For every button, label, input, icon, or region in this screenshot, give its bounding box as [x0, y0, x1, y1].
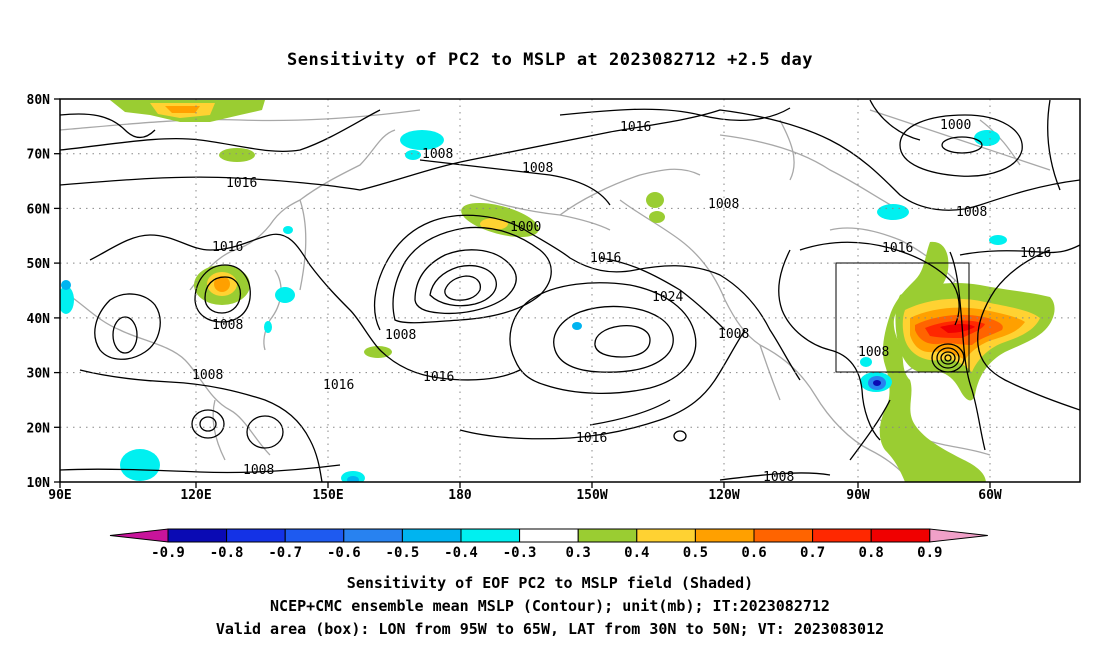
axis-ticks	[54, 98, 991, 488]
contour-label: 1016	[226, 176, 257, 191]
contour-label: 1008	[708, 197, 739, 212]
lat-label: 10N	[27, 476, 51, 491]
colorbar-label: 0.6	[741, 545, 766, 561]
contour-label: 1016	[212, 240, 243, 255]
contour-label: 1000	[510, 220, 541, 235]
map-frame	[59, 98, 1081, 483]
colorbar-label: 0.3	[566, 545, 591, 561]
lon-label: 180	[448, 488, 472, 503]
colorbar-swatch	[812, 528, 872, 543]
colorbar-label: -0.6	[327, 545, 361, 561]
chart-title: Sensitivity of PC2 to MSLP at 2023082712…	[286, 50, 813, 70]
lat-label: 70N	[27, 148, 51, 163]
longitude-labels: 90E 120E 150E 180 150W 120W 90W 60W	[48, 488, 1002, 503]
lat-label: 60N	[27, 202, 51, 217]
colorbar-label: 0.5	[683, 545, 708, 561]
contour-label: 1008	[858, 345, 889, 360]
colorbar-swatch	[753, 528, 814, 543]
colorbar-swatch	[226, 528, 286, 543]
colorbar-label: 0.7	[800, 545, 825, 561]
mslp-contours	[60, 99, 1080, 482]
contour-label: 1008	[212, 318, 243, 333]
colorbar-label: -0.3	[503, 545, 537, 561]
lat-label: 50N	[27, 257, 51, 272]
contour-label: 1016	[882, 241, 913, 256]
lat-label: 80N	[27, 93, 51, 108]
latitude-labels: 80N 70N 60N 50N 40N 30N 20N 10N	[27, 93, 51, 491]
contour-label: 1024	[652, 290, 683, 305]
contour-label: 1008	[192, 368, 223, 383]
lat-label: 30N	[27, 367, 51, 382]
colorbar-label: -0.8	[210, 545, 244, 561]
contour-label: 1008	[718, 327, 749, 342]
lon-label: 150E	[312, 488, 343, 503]
colorbar-label: 0.4	[624, 545, 649, 561]
colorbar-label: 0.8	[859, 545, 884, 561]
contour-label: 1008	[243, 463, 274, 478]
colorbar-swatch	[870, 528, 931, 543]
colorbar-label: -0.5	[386, 545, 420, 561]
colorbar-label: 0.9	[917, 545, 942, 561]
contour-label: 1000	[940, 118, 971, 133]
colorbar-under-triangle	[109, 528, 169, 543]
colorbar-swatch	[577, 528, 638, 543]
contour-label: 1016	[423, 370, 454, 385]
colorbar-swatch	[636, 528, 696, 543]
lon-label: 120E	[180, 488, 211, 503]
lat-label: 20N	[27, 421, 51, 436]
caption-line-1: Sensitivity of EOF PC2 to MSLP field (Sh…	[346, 574, 754, 592]
lon-label: 150W	[576, 488, 607, 503]
lon-label: 120W	[708, 488, 739, 503]
colorbar-swatch	[460, 528, 521, 543]
lon-label: 90E	[48, 488, 71, 503]
contour-label: 1016	[323, 378, 354, 393]
map-panel: 1016 1008 1000 1016 1008 1016 1000 1008 …	[60, 99, 1080, 482]
caption-line-2: NCEP+CMC ensemble mean MSLP (Contour); u…	[270, 597, 830, 615]
sensitivity-shading	[60, 100, 1055, 482]
contour-label: 1008	[956, 205, 987, 220]
graticule	[60, 99, 1080, 482]
contour-label: 1016	[1020, 246, 1051, 261]
colorbar-label: -0.4	[444, 545, 478, 561]
contour-labels: 1016 1008 1000 1016 1008 1016 1000 1008 …	[192, 118, 1051, 446]
colorbar-swatch	[343, 528, 403, 543]
colorbar-label: -0.9	[151, 545, 185, 561]
contour-label: 1016	[590, 251, 621, 266]
caption-line-3: Valid area (box): LON from 95W to 65W, L…	[215, 620, 885, 638]
contour-label: 1008	[522, 161, 553, 176]
valid-area-box	[835, 262, 970, 373]
colorbar-swatch	[519, 528, 579, 543]
contour-label: 1016	[576, 431, 607, 446]
colorbar-over-triangle	[929, 528, 988, 543]
colorbar-swatch	[167, 528, 228, 543]
contour-label: 1008	[422, 147, 453, 162]
contour-label: 1016	[620, 120, 651, 135]
colorbar-swatch	[284, 528, 345, 543]
contour-label: 1008	[385, 328, 416, 343]
lat-label: 40N	[27, 312, 51, 327]
colorbar: -0.9 -0.8 -0.7 -0.6 -0.5 -0.4 -0.3 0.3 0.4 0.5 0.6…	[109, 528, 988, 561]
colorbar-swatch	[401, 528, 462, 543]
lon-label: 60W	[978, 488, 1002, 503]
colorbar-swatch	[694, 528, 755, 543]
lon-label: 90W	[846, 488, 870, 503]
colorbar-label: -0.7	[268, 545, 302, 561]
